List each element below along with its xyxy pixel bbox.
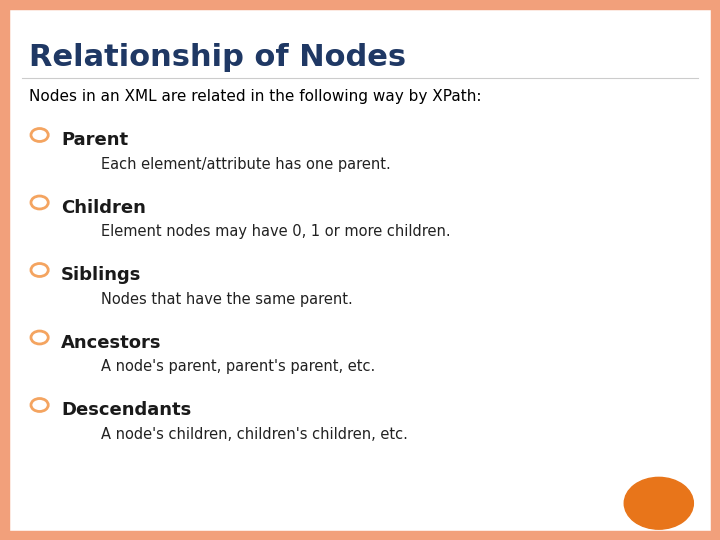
Text: Element nodes may have 0, 1 or more children.: Element nodes may have 0, 1 or more chil… xyxy=(101,224,451,239)
Text: Nodes that have the same parent.: Nodes that have the same parent. xyxy=(101,292,353,307)
Text: Descendants: Descendants xyxy=(61,401,192,419)
Circle shape xyxy=(31,196,48,209)
Text: A node's parent, parent's parent, etc.: A node's parent, parent's parent, etc. xyxy=(101,359,375,374)
Circle shape xyxy=(624,477,693,529)
Text: A node's children, children's children, etc.: A node's children, children's children, … xyxy=(101,427,408,442)
Text: Ancestors: Ancestors xyxy=(61,334,162,352)
Text: Siblings: Siblings xyxy=(61,266,142,284)
Text: Parent: Parent xyxy=(61,131,128,149)
Circle shape xyxy=(31,264,48,276)
Text: Children: Children xyxy=(61,199,146,217)
Circle shape xyxy=(31,399,48,411)
Text: Relationship of Nodes: Relationship of Nodes xyxy=(29,43,406,72)
Circle shape xyxy=(31,129,48,141)
Circle shape xyxy=(31,331,48,344)
Text: Nodes in an XML are related in the following way by XPath:: Nodes in an XML are related in the follo… xyxy=(29,89,481,104)
Text: Each element/attribute has one parent.: Each element/attribute has one parent. xyxy=(101,157,390,172)
